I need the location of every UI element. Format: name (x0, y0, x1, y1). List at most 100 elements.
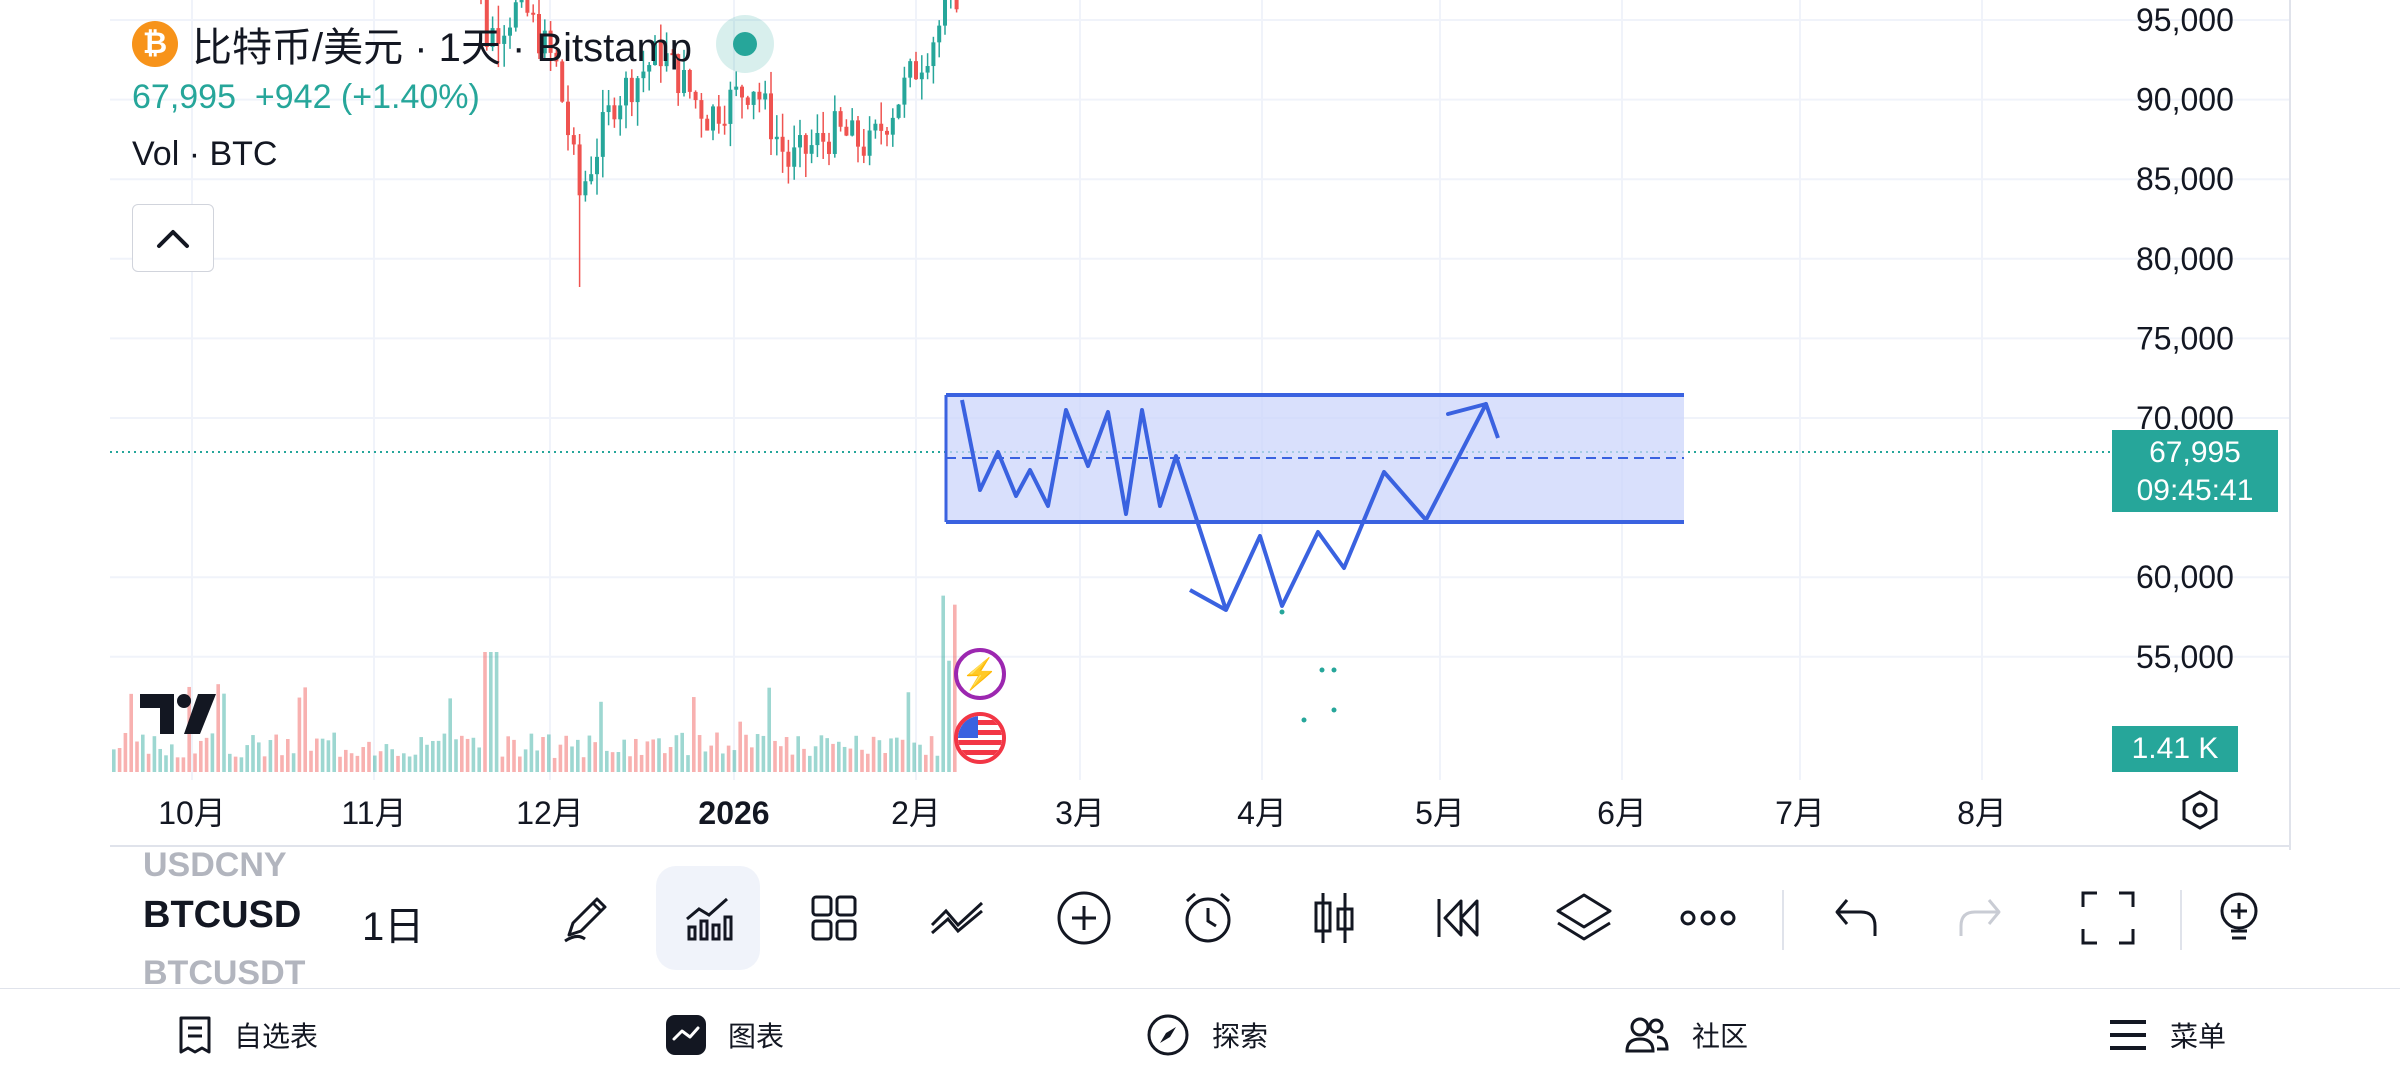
volume-bar (674, 735, 679, 772)
collapse-legend-button[interactable] (132, 204, 214, 272)
candle-body (508, 27, 512, 36)
nav-chart[interactable]: 图表 (666, 989, 784, 1081)
volume-bar (512, 739, 516, 772)
candle-body (815, 133, 820, 146)
symbol-title[interactable]: 比特币/美元 · 1天 · Bitstamp (192, 26, 693, 70)
candle-body (699, 100, 704, 119)
chevron-up-icon (157, 230, 189, 248)
undo-icon (1835, 899, 1877, 936)
volume-bar (112, 749, 116, 772)
time-axis-label: 7月 (1775, 795, 1825, 831)
nav-menu[interactable]: 菜单 (2108, 989, 2226, 1081)
layouts-icon (811, 895, 857, 941)
symbol-selector[interactable]: BTCUSD (143, 894, 302, 936)
volume-bar (158, 748, 162, 772)
volume-bar (216, 684, 220, 772)
volume-bar (692, 697, 696, 772)
candle-body (954, 0, 959, 10)
pen-button[interactable] (534, 866, 638, 970)
volume-bar (854, 735, 858, 772)
candle-body (890, 117, 895, 135)
volume-bar (170, 744, 174, 772)
price-axis-label: 60,000 (2136, 559, 2234, 595)
market-status-icon[interactable] (716, 15, 775, 73)
earnings-event-icon[interactable]: ⚡ (954, 648, 1006, 700)
nav-explore[interactable]: 探索 (1146, 989, 1268, 1081)
candle-body (803, 135, 808, 154)
fullscreen-button[interactable] (2056, 866, 2160, 970)
drawing-tools-button[interactable] (906, 866, 1010, 970)
candle-body (908, 61, 913, 78)
time-axis-label: 8月 (1957, 795, 2007, 831)
volume-bar (431, 740, 435, 772)
volume-bar (802, 748, 806, 772)
change-value: +942 (+1.40%) (254, 78, 480, 116)
candle-body (896, 104, 901, 118)
volume-bar (262, 756, 267, 772)
volume-bar (622, 739, 626, 772)
volume-bar (605, 750, 609, 772)
volume-bar (135, 741, 139, 772)
marker-dot (1331, 667, 1337, 673)
volume-bar (738, 721, 742, 772)
volume-bar (837, 741, 841, 772)
undo-button[interactable] (1804, 866, 1908, 970)
volume-bar (291, 753, 296, 772)
price-change: 67,995 +942 (+1.40%) (132, 78, 774, 117)
indicators-button[interactable] (656, 866, 760, 970)
candle-body (583, 181, 588, 196)
volume-bar (483, 652, 487, 772)
volume-bar (442, 733, 447, 772)
alert-button[interactable] (1156, 866, 1260, 970)
candle-body (647, 65, 652, 72)
volume-bar (541, 737, 545, 772)
symbol-prev[interactable]: USDCNY (143, 846, 287, 884)
symbol-next[interactable]: BTCUSDT (143, 954, 306, 992)
volume-bar (552, 757, 557, 772)
volume-bar (599, 701, 603, 772)
marker-dot (1319, 667, 1325, 673)
replay-button[interactable] (1406, 866, 1510, 970)
volume-bar (715, 732, 719, 772)
interval-selector[interactable]: 1日 (362, 905, 425, 949)
nav-community-label: 社区 (1692, 1021, 1749, 1052)
volume-bar (889, 738, 893, 772)
volume-bar (373, 755, 377, 772)
nav-watchlist[interactable]: 自选表 (178, 989, 318, 1081)
layers-button[interactable] (1532, 866, 1636, 970)
nav-chart-label: 图表 (728, 1021, 785, 1052)
volume-bar (413, 754, 418, 772)
volume-bar (842, 746, 847, 772)
zigzag-drawing[interactable] (960, 399, 1500, 612)
us-flag-event-icon[interactable] (954, 712, 1006, 764)
ideas-button[interactable] (2204, 866, 2274, 970)
candle-body (658, 41, 663, 67)
candle-type-button[interactable] (1282, 866, 1386, 970)
chart-area[interactable]: 95,000 90,000 85,000 80,000 75,000 70,000 60,0… (0, 0, 2400, 850)
volume-bar (204, 737, 209, 772)
chart-settings-icon[interactable] (2178, 788, 2222, 837)
layouts-button[interactable] (782, 866, 886, 970)
candle-body (919, 72, 924, 80)
menu-icon (2108, 1018, 2148, 1052)
volume-bar (402, 753, 406, 772)
volume-bar (164, 755, 168, 772)
candle-body (612, 105, 617, 120)
volume-bar (634, 738, 638, 772)
price-chart[interactable]: 95,00090,00085,00080,00075,00070,00060,0… (0, 0, 2400, 850)
redo-button[interactable] (1928, 866, 2032, 970)
volume-bar (390, 749, 394, 772)
nav-community[interactable]: 社区 (1624, 989, 1748, 1081)
marker-dot (1331, 707, 1337, 713)
volume-bar (587, 735, 592, 772)
more-button[interactable] (1656, 866, 1760, 970)
volume-bar (848, 748, 853, 772)
volume-bar (866, 753, 870, 772)
volume-bar (454, 739, 458, 772)
volume-legend[interactable]: Vol · BTC (132, 135, 278, 173)
volume-bar (773, 740, 777, 772)
volume-bar (117, 748, 122, 772)
candle-body (693, 91, 698, 101)
candle-body (925, 66, 930, 73)
add-button[interactable] (1032, 866, 1136, 970)
